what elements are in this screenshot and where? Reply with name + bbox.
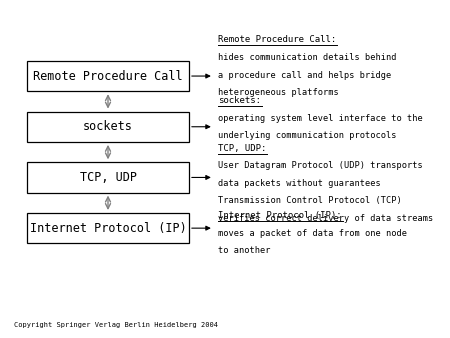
- Text: TCP, UDP:: TCP, UDP:: [218, 144, 266, 153]
- Text: Transmission Control Protocol (TCP): Transmission Control Protocol (TCP): [218, 196, 402, 206]
- Text: Remote Procedure Call:: Remote Procedure Call:: [218, 35, 337, 45]
- Text: Internet Protocol (IP):: Internet Protocol (IP):: [218, 211, 342, 220]
- FancyBboxPatch shape: [27, 162, 189, 193]
- Text: to another: to another: [218, 246, 271, 256]
- Text: TCP, UDP: TCP, UDP: [80, 171, 136, 184]
- Text: heterogeneous platforms: heterogeneous platforms: [218, 88, 339, 97]
- Text: hides communication details behind: hides communication details behind: [218, 53, 397, 62]
- Text: data packets without guarantees: data packets without guarantees: [218, 179, 381, 188]
- Text: Internet Protocol (IP): Internet Protocol (IP): [30, 222, 186, 235]
- FancyBboxPatch shape: [27, 112, 189, 142]
- Text: verifies correct delivery of data streams: verifies correct delivery of data stream…: [218, 214, 433, 223]
- Text: sockets: sockets: [83, 120, 133, 133]
- Text: operating system level interface to the: operating system level interface to the: [218, 114, 423, 123]
- FancyBboxPatch shape: [27, 213, 189, 243]
- FancyBboxPatch shape: [27, 61, 189, 91]
- Text: moves a packet of data from one node: moves a packet of data from one node: [218, 229, 407, 238]
- Text: User Datagram Protocol (UDP) transports: User Datagram Protocol (UDP) transports: [218, 161, 423, 170]
- Text: Copyright Springer Verlag Berlin Heidelberg 2004: Copyright Springer Verlag Berlin Heidelb…: [14, 322, 217, 328]
- Text: a procedure call and helps bridge: a procedure call and helps bridge: [218, 71, 392, 80]
- Text: Remote Procedure Call: Remote Procedure Call: [33, 70, 183, 82]
- Text: underlying communication protocols: underlying communication protocols: [218, 131, 397, 141]
- Text: sockets:: sockets:: [218, 96, 261, 105]
